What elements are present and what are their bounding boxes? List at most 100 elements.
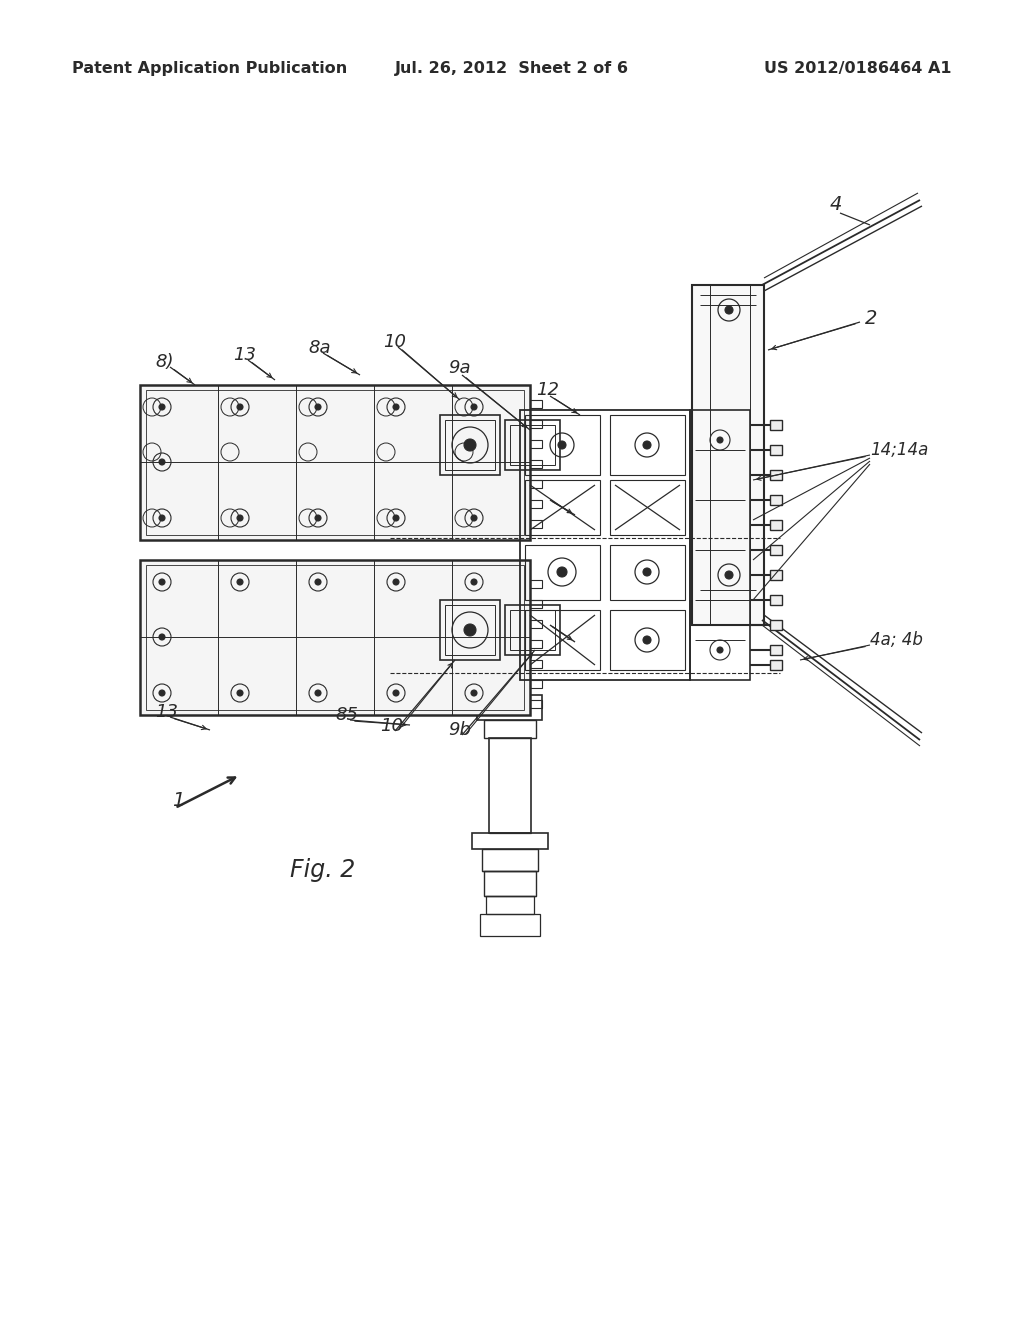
Text: 4a; 4b: 4a; 4b <box>870 631 923 649</box>
Bar <box>530 500 542 508</box>
Bar <box>770 545 782 554</box>
Text: 10: 10 <box>380 717 403 735</box>
Circle shape <box>471 515 477 521</box>
Circle shape <box>725 306 733 314</box>
Bar <box>484 719 536 738</box>
Bar <box>770 520 782 531</box>
Circle shape <box>159 459 165 465</box>
Text: 14;14a: 14;14a <box>870 441 929 459</box>
Circle shape <box>471 404 477 411</box>
Bar <box>525 545 600 601</box>
Bar <box>530 601 542 609</box>
Bar <box>482 849 538 871</box>
Text: 13: 13 <box>233 346 256 364</box>
Circle shape <box>393 404 399 411</box>
Circle shape <box>464 440 476 451</box>
Bar <box>530 459 542 469</box>
Text: Fig. 2: Fig. 2 <box>290 858 355 882</box>
Circle shape <box>393 515 399 521</box>
Text: 85: 85 <box>335 706 358 723</box>
Circle shape <box>717 437 723 444</box>
Bar <box>610 545 685 601</box>
Bar <box>445 420 495 470</box>
Bar <box>480 913 540 936</box>
Text: 4: 4 <box>830 195 843 214</box>
Text: Patent Application Publication: Patent Application Publication <box>72 61 347 75</box>
Circle shape <box>315 690 321 696</box>
Circle shape <box>558 441 566 449</box>
Text: Jul. 26, 2012  Sheet 2 of 6: Jul. 26, 2012 Sheet 2 of 6 <box>395 61 629 75</box>
Text: 12: 12 <box>536 381 559 399</box>
Bar <box>610 610 685 671</box>
Circle shape <box>393 690 399 696</box>
Bar <box>770 620 782 630</box>
Circle shape <box>643 636 651 644</box>
Circle shape <box>237 404 243 411</box>
Circle shape <box>643 441 651 449</box>
Bar <box>770 420 782 430</box>
Bar <box>530 660 542 668</box>
Text: 8): 8) <box>155 352 173 371</box>
Circle shape <box>159 579 165 585</box>
Circle shape <box>315 515 321 521</box>
Bar <box>530 520 542 528</box>
Bar <box>690 411 750 680</box>
Bar <box>770 495 782 506</box>
Circle shape <box>643 568 651 576</box>
Bar <box>610 414 685 475</box>
Bar <box>140 560 530 715</box>
Circle shape <box>237 515 243 521</box>
Bar <box>146 565 524 710</box>
Bar <box>525 480 600 535</box>
Bar <box>530 700 542 708</box>
Bar <box>146 389 524 535</box>
Text: 8a: 8a <box>308 339 331 356</box>
Bar <box>530 480 542 488</box>
Circle shape <box>717 647 723 653</box>
Bar <box>692 285 764 624</box>
Circle shape <box>159 690 165 696</box>
Bar <box>770 445 782 455</box>
Circle shape <box>237 690 243 696</box>
Circle shape <box>557 568 567 577</box>
Bar <box>610 480 685 535</box>
Circle shape <box>159 404 165 411</box>
Bar <box>770 660 782 671</box>
Bar <box>770 645 782 655</box>
Bar <box>486 896 534 913</box>
Circle shape <box>393 579 399 585</box>
Bar <box>510 610 555 649</box>
Text: 9a: 9a <box>449 359 470 378</box>
Circle shape <box>464 624 476 636</box>
Text: 1: 1 <box>172 791 184 809</box>
Bar <box>530 640 542 648</box>
Circle shape <box>315 579 321 585</box>
Bar <box>489 738 531 833</box>
Bar <box>525 610 600 671</box>
Bar <box>530 579 542 587</box>
Bar <box>510 425 555 465</box>
Circle shape <box>159 515 165 521</box>
Circle shape <box>471 579 477 585</box>
Bar <box>770 595 782 605</box>
Bar <box>770 570 782 579</box>
Circle shape <box>471 690 477 696</box>
Bar <box>505 605 560 655</box>
Bar <box>530 440 542 447</box>
Bar <box>525 414 600 475</box>
Text: 2: 2 <box>865 309 878 327</box>
Bar <box>530 400 542 408</box>
Bar <box>440 414 500 475</box>
Circle shape <box>159 634 165 640</box>
Bar <box>770 470 782 480</box>
Bar <box>530 620 542 628</box>
Bar <box>520 411 690 680</box>
Bar <box>484 871 536 896</box>
Bar <box>530 420 542 428</box>
Text: 10: 10 <box>383 333 406 351</box>
Circle shape <box>315 404 321 411</box>
Bar <box>472 833 548 849</box>
Bar <box>440 601 500 660</box>
Text: US 2012/0186464 A1: US 2012/0186464 A1 <box>765 61 952 75</box>
Text: 9b: 9b <box>449 721 471 739</box>
